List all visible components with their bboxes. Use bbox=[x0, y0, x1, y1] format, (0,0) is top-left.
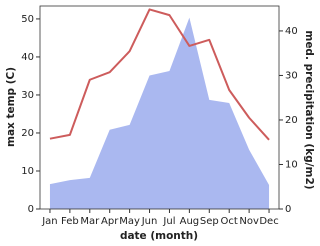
x-tick-label: Aug bbox=[180, 216, 200, 227]
x-tick-label: Jun bbox=[141, 216, 158, 227]
plot-frame bbox=[39, 5, 280, 210]
y2-tick-label: 20 bbox=[285, 115, 298, 126]
x-tick-label: May bbox=[119, 216, 140, 227]
x-tick-label: Apr bbox=[101, 216, 119, 227]
y2-tick-label: 40 bbox=[285, 26, 298, 37]
y-tick-label: 50 bbox=[21, 14, 34, 25]
y-tick-label: 30 bbox=[21, 90, 34, 101]
x-tick-label: Sep bbox=[200, 216, 219, 227]
y2-tick-label: 10 bbox=[285, 159, 298, 170]
y2-tick-label: 0 bbox=[285, 204, 291, 215]
y-tick-label: 20 bbox=[21, 128, 34, 139]
x-tick-label: Mar bbox=[80, 216, 100, 227]
x-tick-label: Oct bbox=[221, 216, 238, 227]
x-axis-title: date (month) bbox=[120, 230, 198, 242]
y-tick-label: 10 bbox=[21, 166, 34, 177]
x-tick-label: Dec bbox=[259, 216, 278, 227]
x-tick-label: Feb bbox=[61, 216, 79, 227]
x-tick-label: Jul bbox=[162, 216, 175, 227]
x-tick-label: Jan bbox=[41, 216, 57, 227]
precipitation-area bbox=[49, 17, 270, 210]
y-tick-label: 40 bbox=[21, 52, 34, 63]
x-tick-label: Nov bbox=[239, 216, 259, 227]
y-axis-title: max temp (C) bbox=[5, 67, 17, 147]
temp-line bbox=[49, 8, 270, 141]
y2-tick-label: 30 bbox=[285, 70, 298, 81]
y2-axis-title: med. precipitation (kg/m2) bbox=[303, 30, 315, 189]
y-tick-label: 0 bbox=[28, 204, 34, 215]
